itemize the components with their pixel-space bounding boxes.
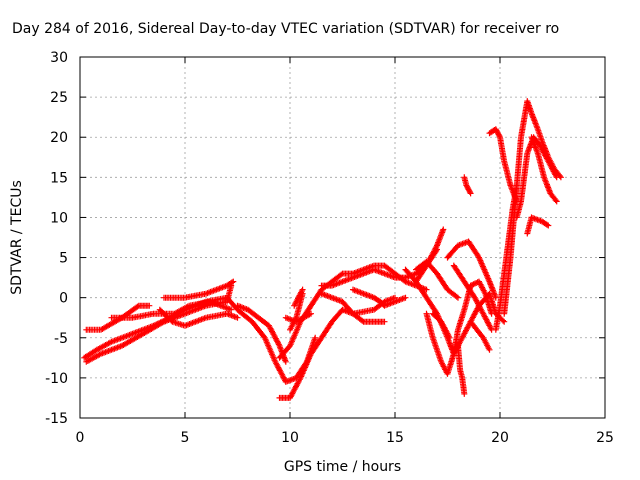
plus-marks [350, 286, 409, 309]
plus-marks [276, 294, 398, 401]
x-tick-label: 10 [281, 430, 299, 446]
y-tick-label: 25 [50, 90, 68, 106]
plus-marks [429, 310, 453, 341]
data-series-track [486, 126, 520, 205]
data-series-track [461, 174, 474, 197]
data-series-track [524, 214, 552, 237]
data-series-track [444, 238, 499, 301]
plot-frame [79, 56, 606, 419]
data-series-track [429, 310, 453, 341]
y-tick-label: -15 [45, 411, 68, 427]
y-tick-label: 15 [50, 170, 68, 186]
y-tick-label: -10 [45, 371, 68, 387]
plus-marks [291, 286, 306, 309]
data-series-track [276, 294, 398, 401]
data-series-track [318, 290, 388, 325]
data-series-track [413, 226, 447, 285]
data-marks [81, 98, 564, 401]
data-series-track [513, 134, 560, 221]
x-tick-label: 20 [491, 430, 509, 446]
data-series-track [291, 286, 306, 309]
data-series-track [450, 262, 495, 333]
plus-marks [413, 226, 447, 285]
data-series-track [467, 318, 493, 353]
data-series-track [528, 134, 560, 205]
x-tick-label: 5 [181, 430, 190, 446]
x-tick-label: 0 [76, 430, 85, 446]
y-tick-label: 20 [50, 130, 68, 146]
plus-marks [83, 282, 235, 365]
y-axis-label: SDTVAR / TECUs [9, 180, 25, 295]
x-tick-label: 25 [596, 430, 614, 446]
plus-marks [444, 238, 499, 301]
plus-marks [455, 342, 468, 397]
y-tick-label: 30 [50, 50, 68, 66]
plus-marks [486, 126, 520, 205]
plus-marks [318, 290, 388, 325]
data-series-track [501, 98, 564, 317]
y-tick-labels: -15 -10 -5 0 5 10 15 20 25 30 [45, 50, 68, 427]
x-tick-labels: 0 5 10 15 20 25 [76, 430, 614, 446]
data-series-track [156, 306, 241, 329]
y-tick-label: 0 [59, 291, 68, 307]
plus-marks [513, 134, 560, 221]
axis-ticks [79, 56, 606, 419]
plus-marks [156, 306, 241, 329]
y-tick-label: -5 [54, 331, 68, 347]
data-series-track [83, 282, 235, 365]
plus-marks [524, 214, 552, 237]
chart-title: Day 284 of 2016, Sidereal Day-to-day VTE… [12, 21, 559, 37]
x-tick-label: 15 [386, 430, 404, 446]
x-axis-label: GPS time / hours [284, 459, 401, 475]
grid-lines [80, 57, 605, 418]
data-series-track [423, 278, 495, 377]
plus-marks [161, 278, 237, 301]
y-tick-label: 10 [50, 210, 68, 226]
data-series-track [455, 342, 468, 397]
data-series-track [350, 286, 409, 309]
plus-marks [501, 98, 564, 317]
plus-marks [467, 318, 493, 353]
data-series-track [161, 278, 237, 301]
plus-marks [423, 278, 495, 377]
plus-marks [450, 262, 495, 333]
y-tick-label: 5 [59, 251, 68, 267]
plus-marks [461, 174, 474, 197]
plus-marks [528, 134, 560, 205]
